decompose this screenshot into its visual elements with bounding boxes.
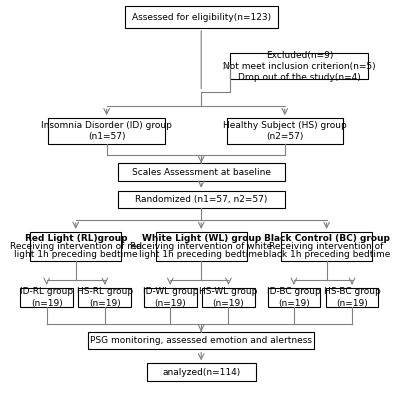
Text: White Light (WL) group: White Light (WL) group — [142, 234, 261, 243]
Text: Randomized (n1=57, n2=57): Randomized (n1=57, n2=57) — [135, 195, 267, 204]
Text: HS-WL group
(n=19): HS-WL group (n=19) — [199, 288, 258, 308]
FancyBboxPatch shape — [125, 6, 278, 28]
Text: analyzed(n=114): analyzed(n=114) — [162, 367, 240, 376]
FancyBboxPatch shape — [281, 232, 372, 261]
Text: Receiving intervention of: Receiving intervention of — [270, 242, 384, 251]
Text: HS-RL group
(n=19): HS-RL group (n=19) — [77, 288, 133, 308]
Text: Excluded(n=9)
Not meet inclusion criterion(n=5)
Drop out of the study(n=4): Excluded(n=9) Not meet inclusion criteri… — [223, 51, 376, 82]
FancyBboxPatch shape — [147, 363, 256, 381]
Text: Assessed for eligibility(n=123): Assessed for eligibility(n=123) — [132, 13, 271, 22]
FancyBboxPatch shape — [227, 118, 343, 143]
Text: Red Light (RL)group: Red Light (RL)group — [24, 234, 127, 243]
Text: HS-BC group
(n=19): HS-BC group (n=19) — [324, 288, 380, 308]
Text: Scales Assessment at baseline: Scales Assessment at baseline — [132, 167, 271, 177]
FancyBboxPatch shape — [88, 332, 314, 350]
FancyBboxPatch shape — [202, 288, 255, 307]
FancyBboxPatch shape — [268, 288, 320, 307]
Text: PSG monitoring, assessed emotion and alertness: PSG monitoring, assessed emotion and ale… — [90, 336, 312, 345]
FancyBboxPatch shape — [78, 288, 131, 307]
FancyBboxPatch shape — [230, 53, 368, 79]
FancyBboxPatch shape — [30, 232, 121, 261]
FancyBboxPatch shape — [144, 288, 197, 307]
FancyBboxPatch shape — [48, 118, 165, 143]
Text: ID-WL group
(n=19): ID-WL group (n=19) — [142, 288, 198, 308]
FancyBboxPatch shape — [326, 288, 378, 307]
Text: Black Control (BC) group: Black Control (BC) group — [264, 234, 390, 243]
Text: ID-RL group
(n=19): ID-RL group (n=19) — [20, 288, 73, 308]
Text: black 1h preceding bedtime: black 1h preceding bedtime — [263, 250, 390, 259]
FancyBboxPatch shape — [118, 163, 285, 181]
FancyBboxPatch shape — [156, 232, 247, 261]
Text: Insomnia Disorder (ID) group
(n1=57): Insomnia Disorder (ID) group (n1=57) — [41, 121, 172, 141]
Text: light 1h preceding bedtime: light 1h preceding bedtime — [139, 250, 263, 259]
FancyBboxPatch shape — [20, 288, 73, 307]
FancyBboxPatch shape — [118, 191, 285, 208]
Text: Healthy Subject (HS) group
(n2=57): Healthy Subject (HS) group (n2=57) — [223, 121, 347, 141]
Text: ID-BC group
(n=19): ID-BC group (n=19) — [267, 288, 321, 308]
Text: Receiving intervention of white: Receiving intervention of white — [130, 242, 272, 251]
Text: Receiving intervention of red: Receiving intervention of red — [10, 242, 142, 251]
Text: light 1h preceding bedtime: light 1h preceding bedtime — [14, 250, 138, 259]
